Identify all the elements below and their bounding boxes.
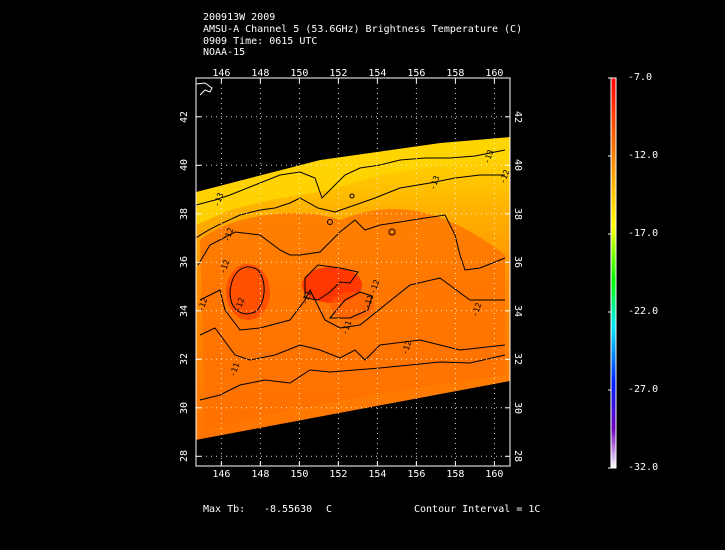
cool-edge-north	[196, 137, 510, 225]
latitude-label-right: 38	[512, 207, 524, 220]
latitude-label-left: 28	[179, 450, 191, 463]
longitude-label-top: 152	[329, 68, 348, 79]
latitude-label-left: 30	[179, 401, 191, 414]
latitude-label-left: 34	[179, 304, 191, 317]
longitude-label-top: 148	[251, 68, 270, 79]
latitude-label-right: 40	[512, 159, 524, 172]
latitude-label-left: 40	[179, 159, 191, 172]
longitude-label-bottom: 148	[251, 469, 270, 480]
latitude-label-left: 36	[179, 256, 191, 269]
title-line-time: 0909 Time: 0615 UTC	[203, 36, 318, 47]
colorbar-label: -32.0	[628, 462, 659, 473]
latitude-label-right: 34	[512, 304, 524, 317]
longitude-label-bottom: 150	[290, 469, 309, 480]
longitude-label-top: 154	[368, 68, 387, 79]
longitude-label-bottom: 146	[212, 469, 231, 480]
longitude-label-top: 146	[212, 68, 231, 79]
contour-interval-label: Contour Interval = 1C	[414, 504, 541, 515]
contour-lines	[196, 149, 506, 401]
longitude-label-top: 160	[485, 68, 504, 79]
longitude-label-bottom: 156	[407, 469, 426, 480]
coastline	[196, 82, 213, 96]
longitude-label-bottom: 154	[368, 469, 387, 480]
title-line-channel: AMSU-A Channel 5 (53.6GHz) Brightness Te…	[203, 24, 523, 35]
latitude-label-right: 32	[512, 353, 524, 366]
latitude-label-right: 28	[512, 450, 524, 463]
colorbar-label: -12.0	[628, 150, 659, 161]
latitude-label-left: 32	[179, 353, 191, 366]
map-frame-border	[195, 77, 511, 467]
longitude-label-bottom: 158	[446, 469, 465, 480]
title-line-satellite: NOAA-15	[203, 47, 246, 58]
latitude-label-right: 42	[512, 110, 524, 123]
latitude-label-left: 38	[179, 207, 191, 220]
latitude-label-right: 36	[512, 256, 524, 269]
colorbar-label: -7.0	[628, 72, 653, 83]
warm-core-south	[330, 292, 374, 320]
longitude-label-top: 156	[407, 68, 426, 79]
latitude-label-left: 42	[179, 110, 191, 123]
latitude-label-right: 30	[512, 401, 524, 414]
warm-core-west	[226, 264, 270, 320]
colorbar-label: -17.0	[628, 228, 659, 239]
colorbar-scale	[611, 78, 616, 468]
tick-marks	[196, 78, 510, 466]
longitude-label-bottom: 152	[329, 469, 348, 480]
longitude-label-bottom: 160	[485, 469, 504, 480]
longitude-label-top: 158	[446, 68, 465, 79]
colorbar-border	[610, 77, 617, 469]
colorbar-ticks	[608, 77, 611, 469]
max-tb-unit: C	[326, 504, 333, 515]
longitude-label-top: 150	[290, 68, 309, 79]
max-tb-value: -8.55630	[264, 504, 313, 515]
title-line-storm: 200913W 2009	[203, 12, 276, 23]
colorbar-label: -22.0	[628, 306, 659, 317]
max-tb-label: Max Tb:	[203, 504, 246, 515]
colorbar-label: -27.0	[628, 384, 659, 395]
